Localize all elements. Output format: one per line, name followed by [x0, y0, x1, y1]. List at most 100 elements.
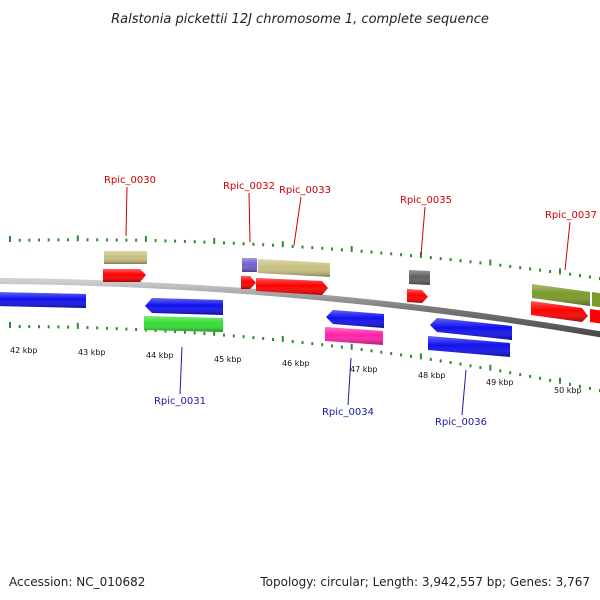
- minor-tick: [105, 326, 108, 330]
- major-tick: [419, 353, 422, 360]
- major-tick: [9, 322, 11, 328]
- minor-tick: [311, 342, 314, 346]
- minor-tick: [272, 243, 274, 247]
- minor-tick: [340, 345, 343, 349]
- kbp-label: 50 kbp: [554, 386, 582, 395]
- major-tick: [350, 343, 353, 350]
- gene-label-0032[interactable]: Rpic_0032: [223, 181, 275, 192]
- kbp-label: 46 kbp: [282, 359, 310, 368]
- feature-green-0031-shade: [144, 316, 223, 332]
- minor-tick: [539, 268, 542, 272]
- minor-tick: [380, 251, 383, 255]
- feature-blue-0036a-shade: [430, 318, 512, 340]
- minor-tick: [164, 329, 167, 333]
- minor-tick: [28, 238, 31, 242]
- minor-tick: [479, 366, 482, 369]
- minor-tick: [449, 258, 452, 262]
- leader-0034: [347, 357, 352, 406]
- minor-tick: [96, 326, 99, 330]
- minor-tick: [242, 242, 245, 246]
- minor-tick: [429, 357, 432, 361]
- minor-tick: [203, 332, 206, 336]
- minor-tick: [390, 352, 393, 355]
- minor-tick: [301, 245, 304, 249]
- minor-tick: [429, 256, 432, 260]
- minor-tick: [86, 238, 89, 242]
- gene-label-0031[interactable]: Rpic_0031: [154, 396, 206, 407]
- cds-arrow-0038[interactable]: [590, 309, 600, 324]
- minor-tick: [509, 371, 512, 375]
- inner-tick-track: [9, 322, 600, 392]
- gene-label-0037[interactable]: Rpic_0037: [545, 210, 597, 221]
- minor-tick: [400, 253, 403, 257]
- minor-tick: [67, 325, 70, 329]
- cds-arrow-0033-shade: [256, 278, 328, 295]
- minor-tick: [135, 238, 138, 242]
- minor-tick: [549, 378, 552, 382]
- minor-tick: [529, 374, 532, 378]
- gene-leader-lines: [125, 186, 571, 416]
- minor-tick: [154, 239, 157, 243]
- accession-text: Accession: NC_010682: [9, 575, 145, 589]
- minor-tick: [262, 243, 265, 247]
- major-tick: [489, 364, 492, 371]
- major-tick: [350, 246, 353, 252]
- leader-0030: [125, 186, 128, 237]
- minor-tick: [499, 263, 502, 267]
- minor-tick: [291, 340, 294, 343]
- minor-tick: [589, 275, 591, 279]
- feature-blue-0036b-shade: [428, 336, 510, 357]
- minor-tick: [340, 248, 343, 252]
- cds-arrow-0030-shade: [103, 269, 146, 282]
- minor-tick: [38, 325, 40, 329]
- minor-tick: [439, 257, 442, 261]
- kbp-labels: 42 kbp 43 kbp 44 kbp 45 kbp 46 kbp 47 kb…: [10, 346, 582, 395]
- minor-tick: [105, 238, 108, 242]
- leader-0035: [420, 206, 426, 256]
- cds-arrow-0032-shade: [241, 276, 256, 289]
- minor-tick: [262, 337, 265, 340]
- gene-label-0036[interactable]: Rpic_0036: [435, 417, 487, 428]
- leader-0033: [293, 196, 302, 246]
- cds-arrow-0037-shade: [531, 301, 588, 322]
- gene-label-0033[interactable]: Rpic_0033: [279, 185, 331, 196]
- minor-tick: [469, 260, 472, 264]
- leader-0037: [564, 221, 571, 271]
- minor-tick: [193, 240, 196, 244]
- minor-tick: [579, 384, 581, 388]
- minor-tick: [164, 239, 167, 243]
- minor-tick: [28, 325, 31, 329]
- minor-tick: [115, 327, 118, 331]
- minor-tick: [519, 266, 522, 270]
- major-tick: [281, 335, 284, 342]
- major-tick: [559, 377, 561, 384]
- minor-tick: [47, 325, 50, 329]
- feature-olive-0038[interactable]: [592, 292, 600, 308]
- map-title: Ralstonia pickettii 12J chromosome 1, co…: [111, 12, 489, 27]
- gene-label-0035[interactable]: Rpic_0035: [400, 195, 452, 206]
- kbp-label: 44 kbp: [146, 351, 174, 360]
- feature-blue-0029-shade: [0, 292, 86, 308]
- minor-tick: [370, 349, 373, 353]
- gene-label-0030[interactable]: Rpic_0030: [104, 175, 156, 186]
- feature-purple-0032-shade: [242, 258, 257, 272]
- kbp-label: 42 kbp: [10, 346, 38, 355]
- feature-tan-0033-shade: [258, 259, 330, 277]
- leader-0032: [248, 192, 251, 243]
- minor-tick: [242, 335, 245, 339]
- minor-tick: [125, 238, 128, 242]
- minor-tick: [232, 241, 235, 245]
- kbp-label: 43 kbp: [78, 348, 106, 357]
- minor-tick: [18, 238, 21, 242]
- minor-tick: [459, 259, 462, 263]
- kbp-label: 48 kbp: [418, 371, 446, 380]
- minor-tick: [539, 376, 542, 380]
- feature-magenta-0034-shade: [325, 327, 383, 345]
- minor-tick: [252, 336, 255, 340]
- minor-tick: [569, 272, 571, 276]
- minor-tick: [311, 246, 314, 250]
- minor-tick: [410, 254, 412, 258]
- minor-tick: [529, 267, 532, 271]
- gene-label-0034[interactable]: Rpic_0034: [322, 407, 374, 418]
